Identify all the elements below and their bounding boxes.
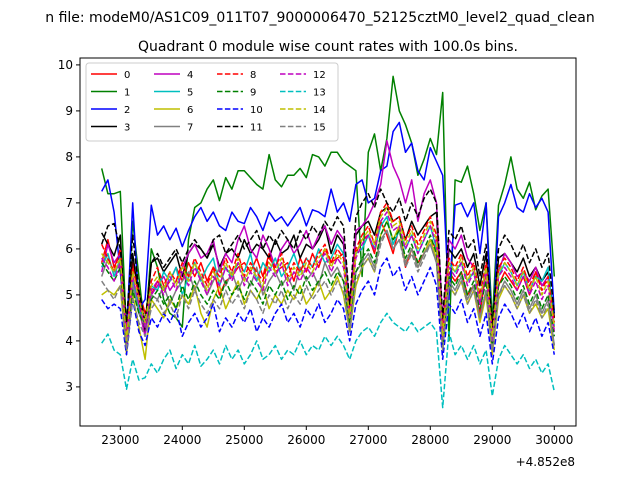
x-tick-label: 26000 <box>287 433 325 447</box>
legend-label-0: 0 <box>124 70 130 81</box>
y-tick-label: 3 <box>65 380 73 394</box>
x-tick-label: 28000 <box>411 433 449 447</box>
x-tick-label: 27000 <box>349 433 387 447</box>
legend-label-9: 9 <box>250 88 256 99</box>
series-layer <box>100 75 556 409</box>
legend-label-5: 5 <box>187 88 193 99</box>
x-tick-label: 25000 <box>225 433 263 447</box>
legend-label-11: 11 <box>250 123 263 134</box>
figure-suptitle: n file: modeM0/AS1C09_011T07_9000006470_… <box>45 10 594 26</box>
legend-label-10: 10 <box>250 105 263 116</box>
series-line-11 <box>100 188 556 328</box>
x-tick-label: 29000 <box>473 433 511 447</box>
legend-label-6: 6 <box>187 105 193 116</box>
plot-frame <box>79 57 577 427</box>
legend-label-1: 1 <box>124 88 130 99</box>
legend-label-13: 13 <box>313 88 326 99</box>
series-line-2 <box>101 121 556 347</box>
legend-label-4: 4 <box>187 70 193 81</box>
series-line-14 <box>101 206 556 342</box>
y-axis: 3 4 5 6 7 8 9 10 <box>58 58 80 394</box>
legend-label-8: 8 <box>250 70 256 81</box>
legend-box <box>85 62 339 142</box>
series-line-15 <box>101 229 556 351</box>
x-axis: 23000 24000 25000 26000 27000 28000 29000 30000 <box>101 426 573 447</box>
y-tick-label: 6 <box>65 242 73 256</box>
series-line-3 <box>101 206 556 347</box>
y-tick-label: 5 <box>65 288 73 302</box>
legend-label-7: 7 <box>187 123 193 134</box>
series-line-13 <box>101 312 556 409</box>
y-tick-label: 4 <box>65 334 73 348</box>
chart-title: Quadrant 0 module wise count rates with … <box>138 39 518 55</box>
x-offset-label: +4.852e8 <box>516 455 575 469</box>
y-tick-label: 9 <box>65 104 73 118</box>
legend-label-3: 3 <box>124 123 130 134</box>
y-tick-label: 10 <box>58 58 73 72</box>
y-tick-label: 7 <box>65 196 73 210</box>
series-line-1 <box>100 75 556 342</box>
x-tick-label: 24000 <box>163 433 201 447</box>
legend-label-12: 12 <box>313 70 326 81</box>
legend-label-15: 15 <box>313 123 326 134</box>
y-tick-label: 8 <box>65 150 73 164</box>
series-line-8 <box>101 202 556 342</box>
series-line-9 <box>101 220 556 347</box>
x-tick-label: 23000 <box>101 433 139 447</box>
series-line-12 <box>101 211 556 347</box>
legend-label-14: 14 <box>313 105 326 116</box>
legend-label-2: 2 <box>124 105 130 116</box>
x-tick-label: 30000 <box>535 433 573 447</box>
